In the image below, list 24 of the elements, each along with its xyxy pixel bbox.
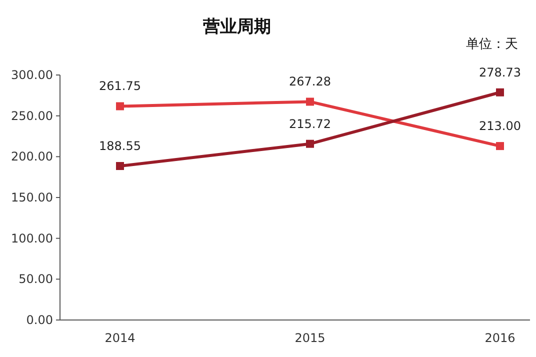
point <box>306 140 314 148</box>
data-label: 213.00 <box>479 119 521 134</box>
point <box>496 88 504 96</box>
x-tick-label: 2016 <box>484 331 516 345</box>
x-tick-label: 2014 <box>104 331 136 345</box>
text: 单位：天 <box>466 37 518 52</box>
point <box>116 102 124 110</box>
point <box>116 162 124 170</box>
data-label: 261.75 <box>99 79 141 94</box>
chart-title: 营业周期 <box>202 17 271 37</box>
y-tick-label: 300.00 <box>11 68 53 82</box>
y-tick-label: 250.00 <box>11 108 53 123</box>
x-tick-label: 2015 <box>294 331 326 345</box>
data-label: 267.28 <box>289 74 331 89</box>
data-label: 188.55 <box>99 139 141 154</box>
y-tick-label: 150.00 <box>11 190 53 204</box>
y-tick-label: 0.00 <box>26 313 53 327</box>
y-tick-label: 50.00 <box>18 272 53 286</box>
data-label: 215.72 <box>289 116 331 131</box>
data-label: 278.73 <box>479 65 521 80</box>
point <box>496 142 504 150</box>
point <box>306 98 314 106</box>
y-tick-label: 100.00 <box>11 231 53 246</box>
y-tick-label: 200.00 <box>11 150 53 164</box>
